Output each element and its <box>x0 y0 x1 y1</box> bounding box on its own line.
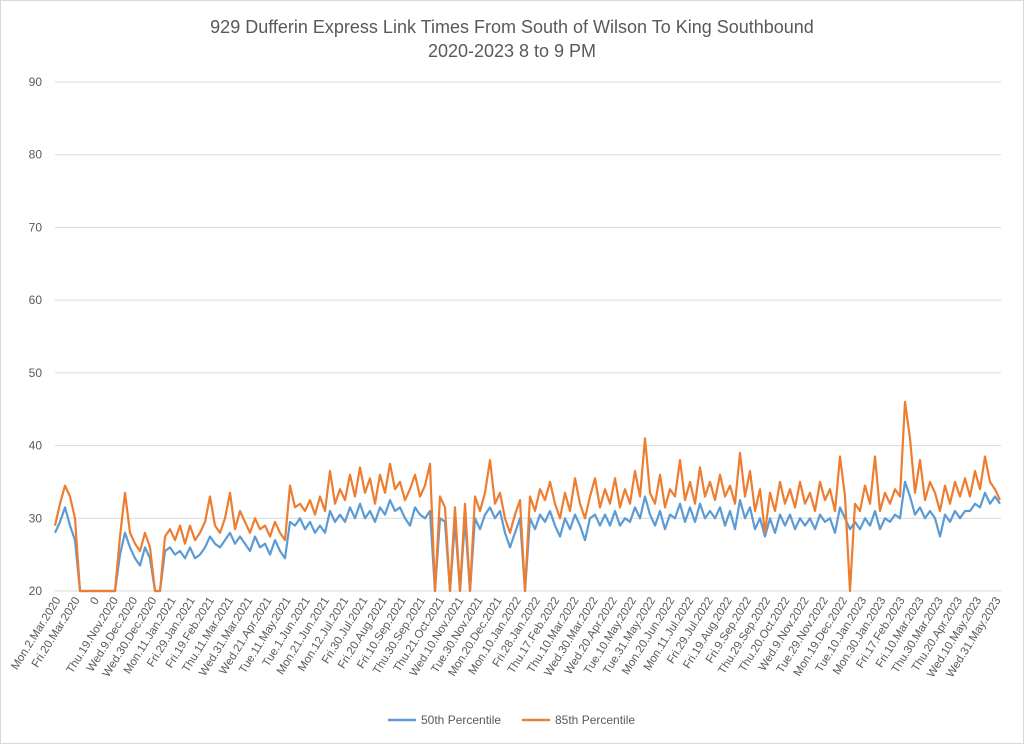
y-axis-ticks: 20 30 40 50 60 70 80 90 <box>29 75 43 598</box>
legend-label-85th: 85th Percentile <box>555 713 635 727</box>
x-tick-label: 0 <box>88 595 102 607</box>
y-tick-label: 40 <box>29 439 43 453</box>
chart-subtitle: 2020-2023 8 to 9 PM <box>428 41 596 61</box>
y-tick-label: 90 <box>29 75 43 89</box>
y-tick-label: 50 <box>29 366 43 380</box>
legend-label-50th: 50th Percentile <box>421 713 501 727</box>
y-tick-label: 70 <box>29 220 43 234</box>
series-lines <box>53 400 1001 593</box>
series-line-85th-percentile <box>53 400 1001 593</box>
chart-title: 929 Dufferin Express Link Times From Sou… <box>210 17 814 37</box>
y-tick-label: 30 <box>29 511 43 525</box>
legend: 50th Percentile 85th Percentile <box>388 713 635 727</box>
y-tick-label: 60 <box>29 293 43 307</box>
gridlines <box>55 81 1001 592</box>
y-tick-label: 20 <box>29 584 43 598</box>
y-tick-label: 80 <box>29 148 43 162</box>
